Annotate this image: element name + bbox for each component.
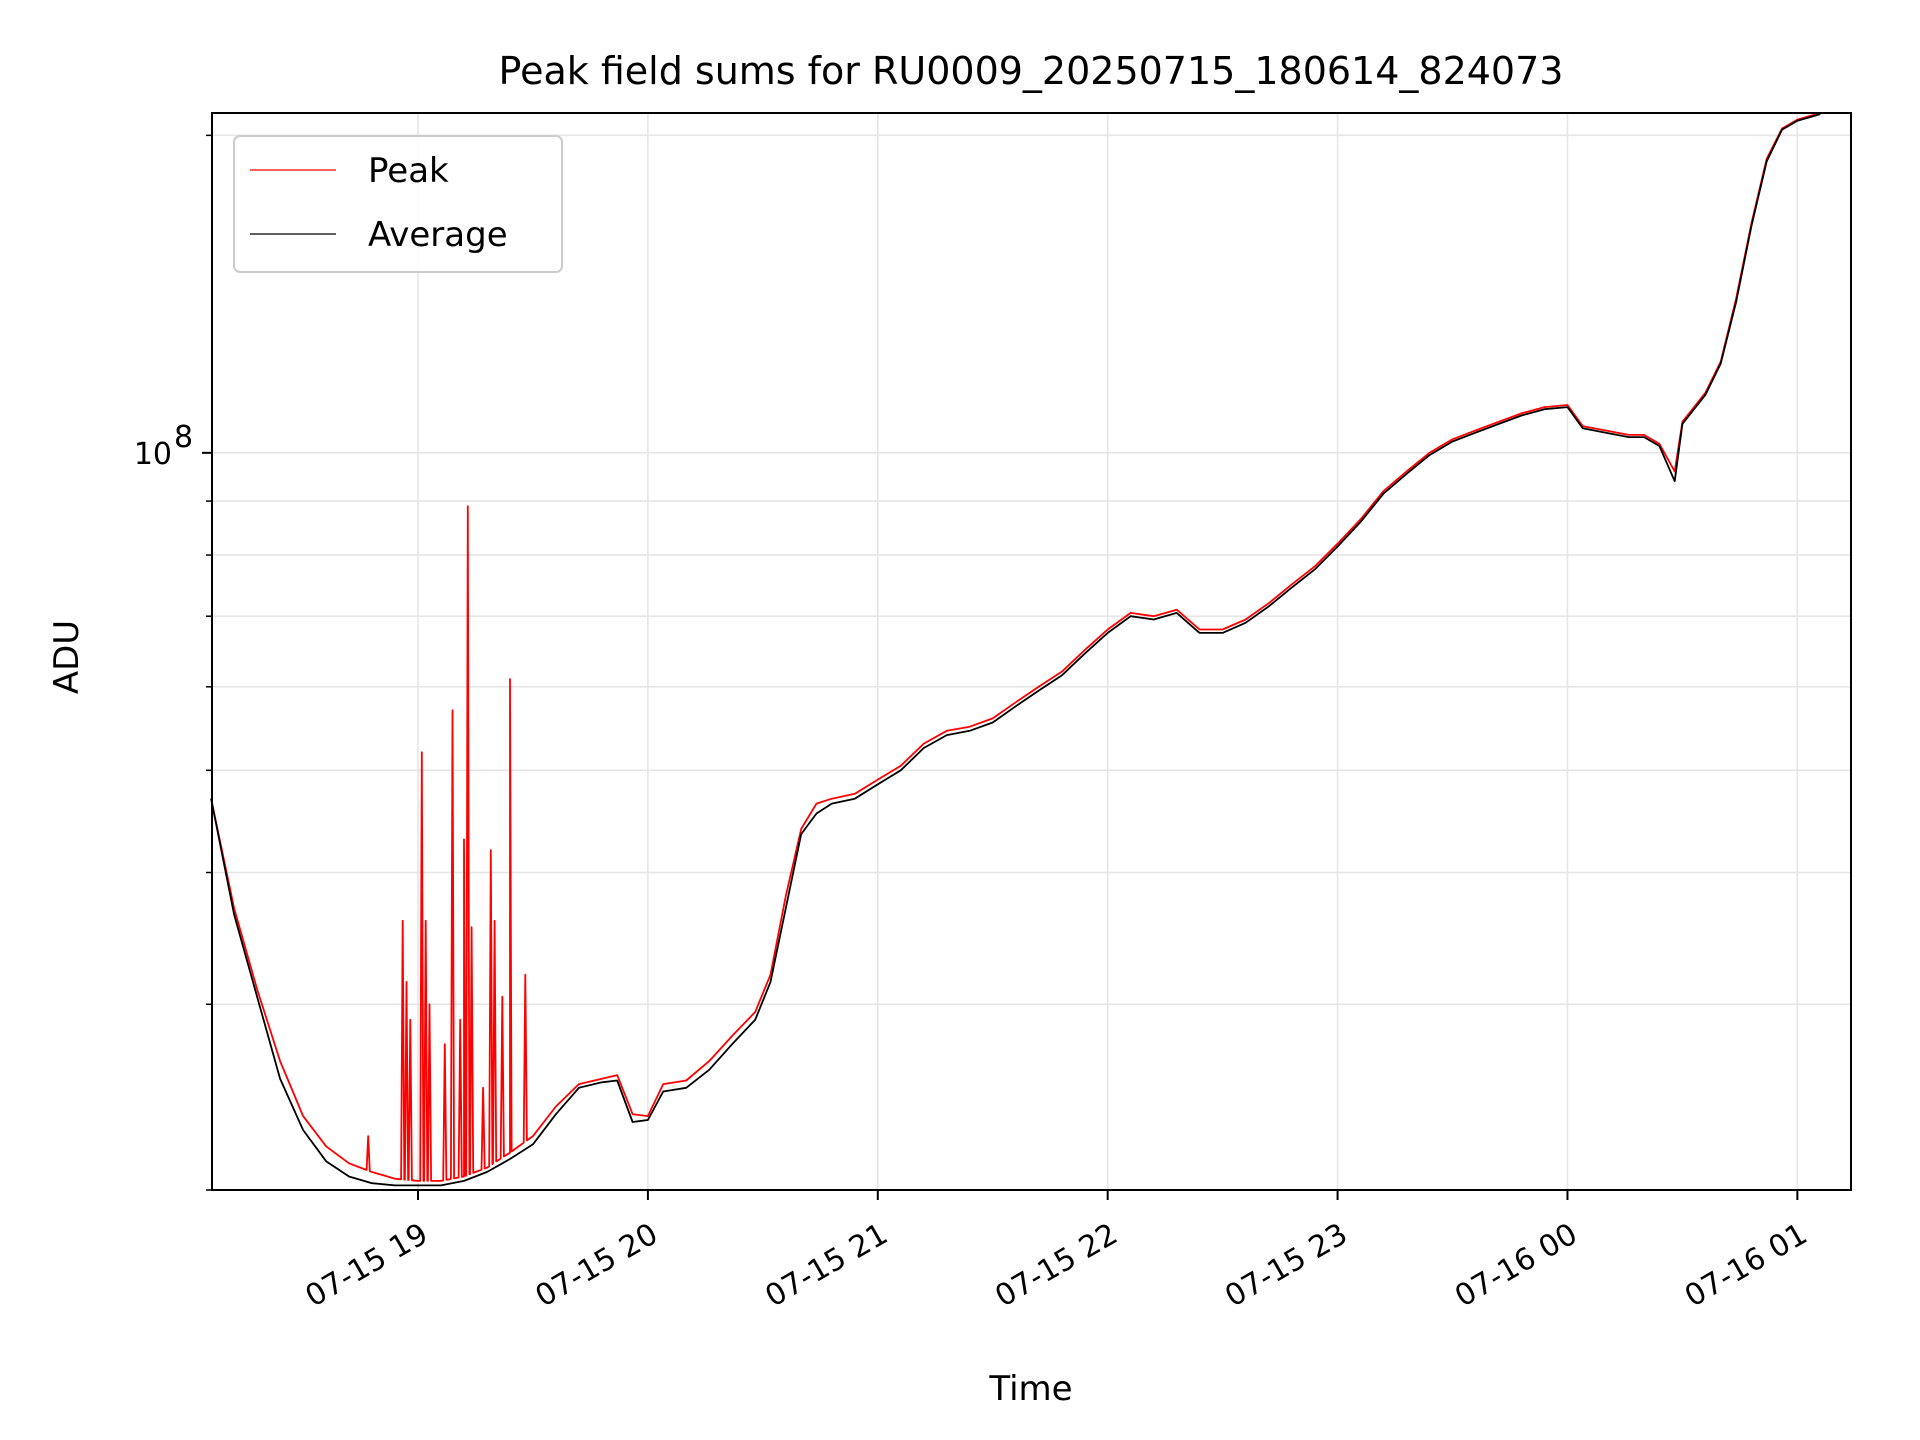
y-tick-exponent: 8 [174, 420, 193, 455]
average-series-line [210, 113, 1821, 1187]
legend-label-peak: Peak [368, 151, 449, 191]
plot-frame [211, 112, 1852, 1191]
chart-title: Peak field sums for RU0009_20250715_1806… [499, 49, 1564, 93]
series-group [210, 112, 1821, 1187]
x-axis-title: Time [988, 1369, 1072, 1409]
y-axis-title: ADU [47, 620, 87, 694]
legend: Peak Average [233, 135, 563, 273]
peak-series-line [210, 112, 1821, 1182]
y-tick-label: 10 [134, 437, 172, 472]
legend-label-average: Average [368, 215, 508, 255]
